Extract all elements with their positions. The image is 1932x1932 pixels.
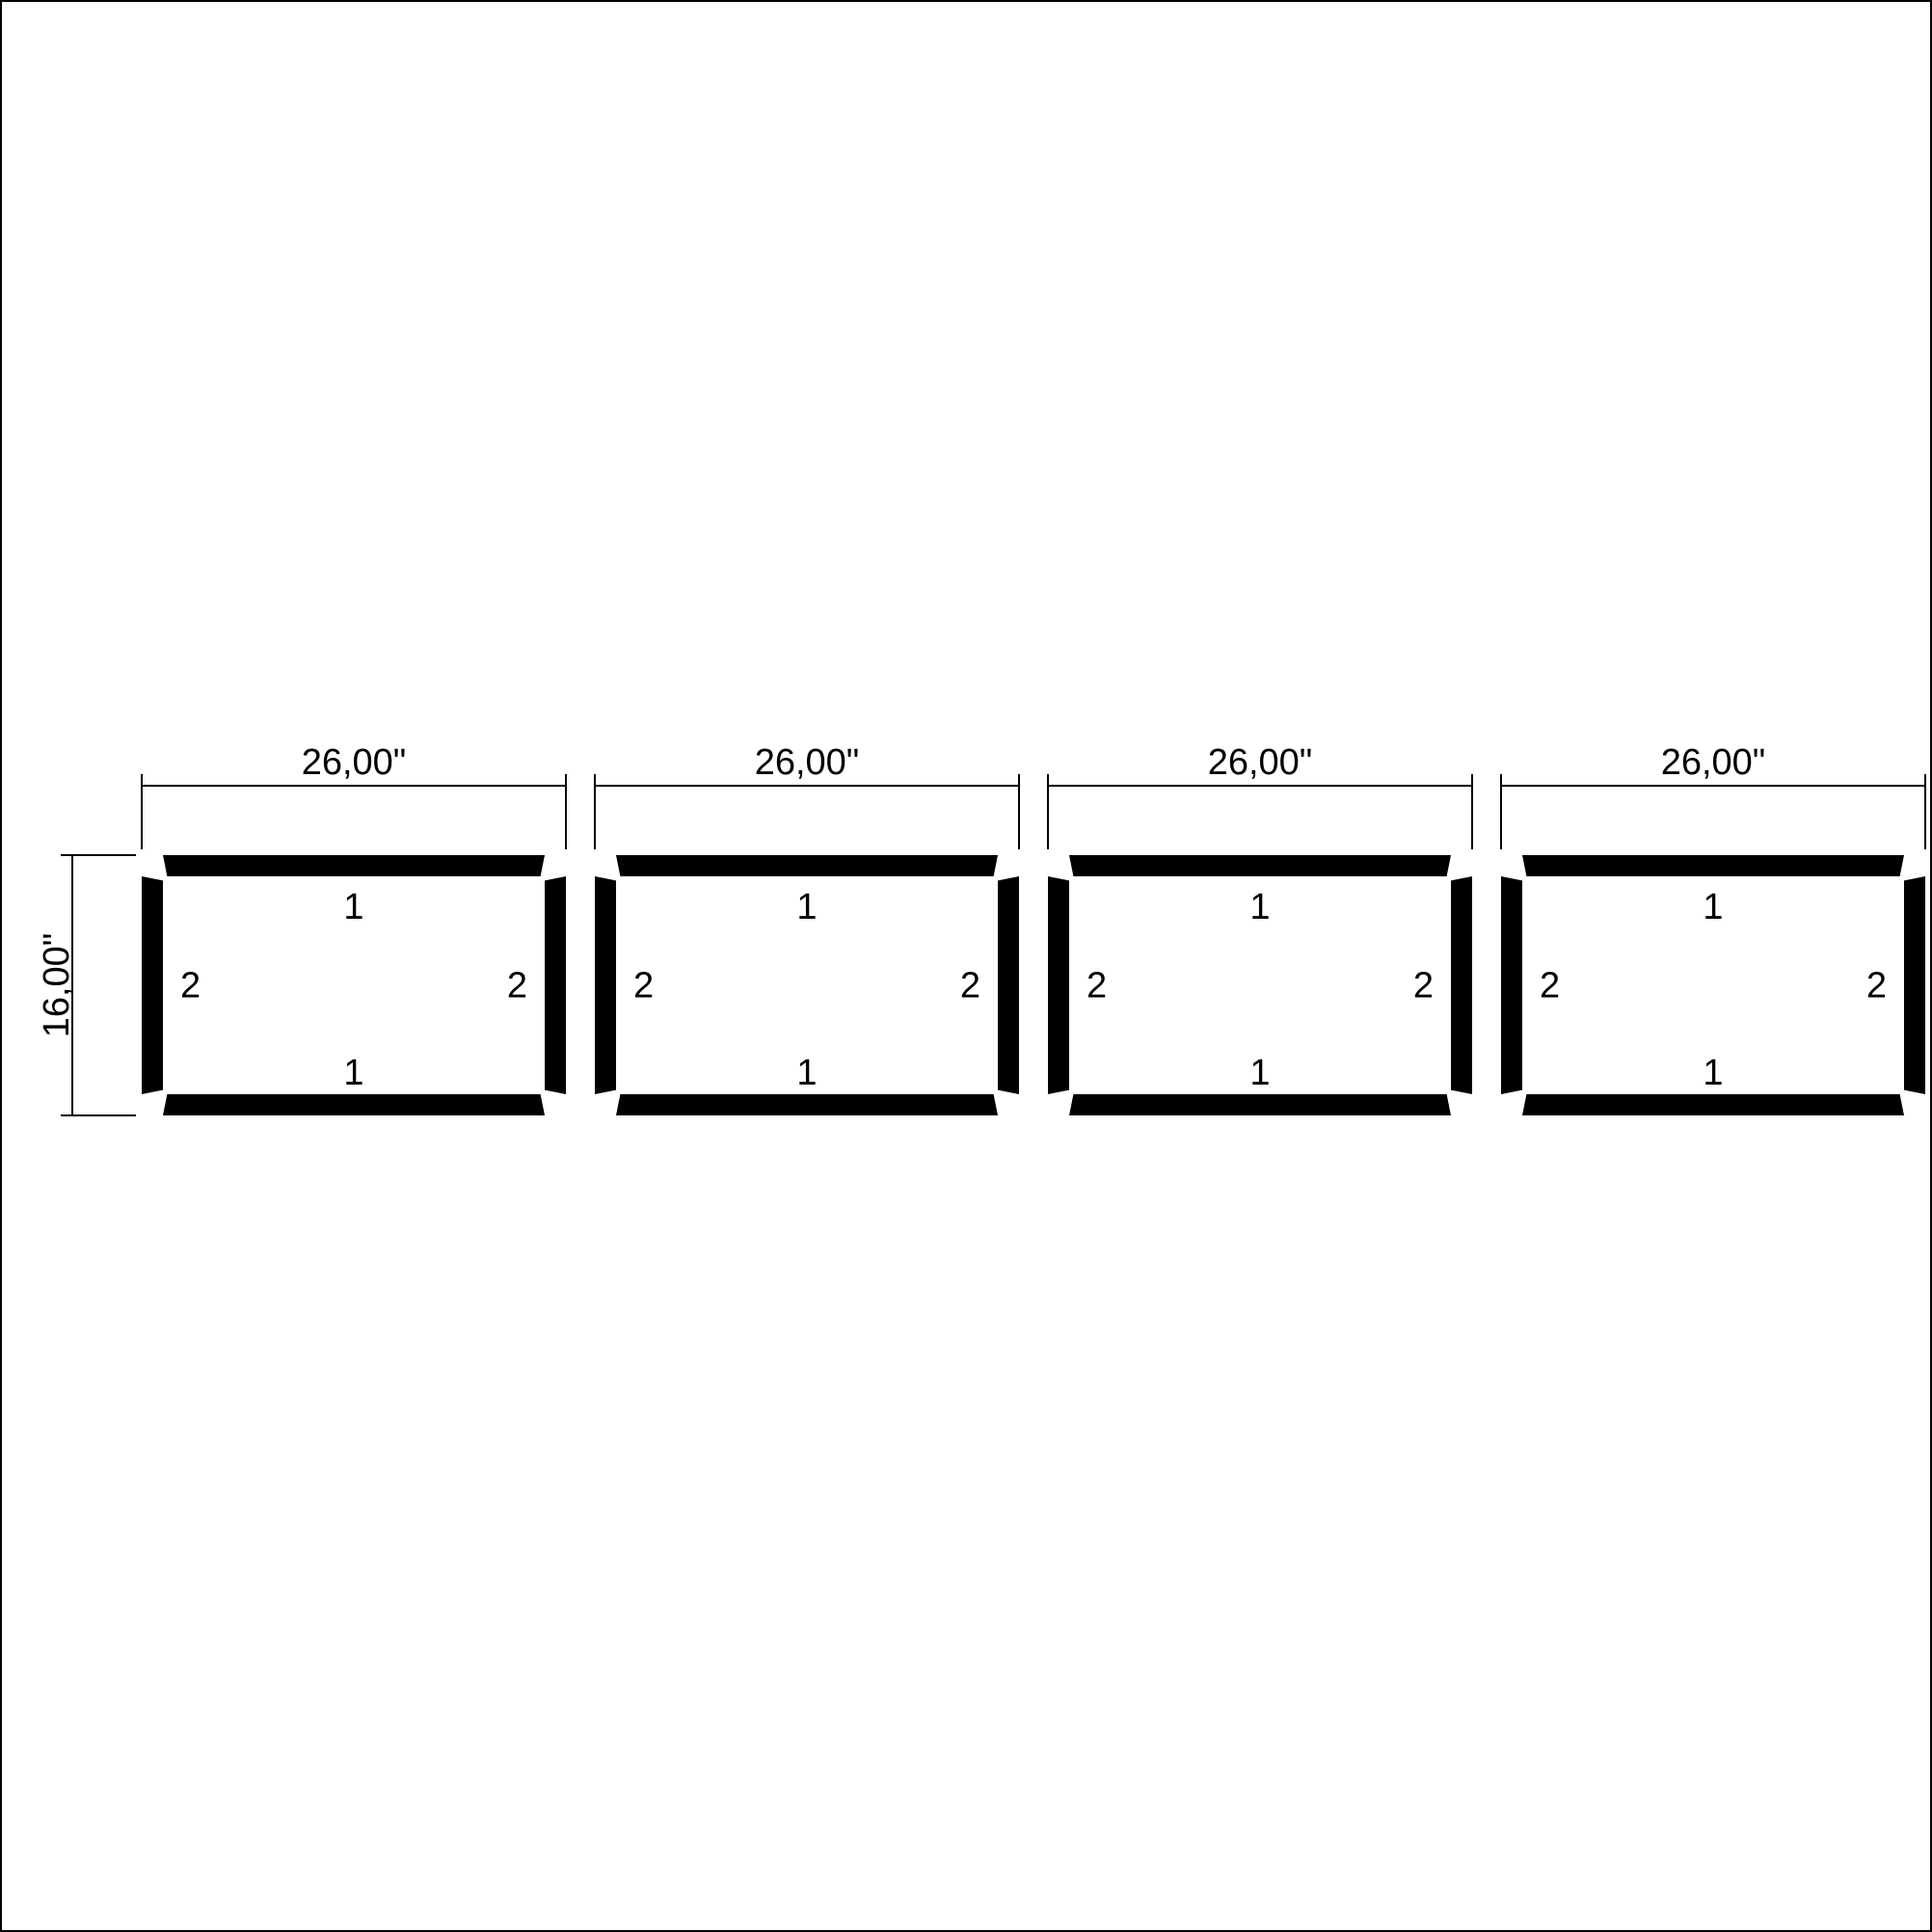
frame-label-right: 2 — [507, 966, 527, 1006]
frame-bar-top — [1522, 855, 1904, 876]
frame-label-top: 1 — [796, 887, 817, 927]
frame-label-bottom: 1 — [1703, 1053, 1723, 1093]
frame-bar-bottom — [1069, 1094, 1451, 1115]
frame-label-bottom: 1 — [1249, 1053, 1270, 1093]
frame-label-top: 1 — [1703, 887, 1723, 927]
dim-height-label: 16,00" — [37, 933, 77, 1038]
frame-bar-right — [1451, 876, 1472, 1094]
frame-bar-bottom — [616, 1094, 998, 1115]
frame-label-bottom: 1 — [796, 1053, 817, 1093]
dim-width-label: 26,00" — [755, 742, 860, 783]
dim-width-label: 26,00" — [1208, 742, 1313, 783]
drawing-canvas: 16,00" 26,00" 1 1 2 2 26,00" 1 1 2 2 26,00" 1 1 2 2 26,0… — [0, 0, 1932, 1932]
frame-label-right: 2 — [1866, 966, 1887, 1006]
frame-bar-bottom — [1522, 1094, 1904, 1115]
frame-label-left: 2 — [180, 966, 201, 1006]
frame-label-left: 2 — [1540, 966, 1560, 1006]
dim-width-label: 26,00" — [302, 742, 407, 783]
frame-bar-top — [616, 855, 998, 876]
frame-label-top: 1 — [1249, 887, 1270, 927]
frame-bar-right — [545, 876, 566, 1094]
diagram-svg: 16,00" 26,00" 1 1 2 2 26,00" 1 1 2 2 26,00" 1 1 2 2 26,0… — [2, 2, 1930, 1930]
frame-label-right: 2 — [1413, 966, 1434, 1006]
frame-label-right: 2 — [960, 966, 980, 1006]
frame-label-left: 2 — [633, 966, 654, 1006]
frame-bar-left — [1048, 876, 1069, 1094]
frame-bar-left — [1501, 876, 1522, 1094]
dim-width-label: 26,00" — [1661, 742, 1766, 783]
frame-label-top: 1 — [343, 887, 363, 927]
frame-bar-right — [998, 876, 1019, 1094]
frame-bar-left — [142, 876, 163, 1094]
frame-bar-right — [1904, 876, 1925, 1094]
frame-bar-left — [595, 876, 616, 1094]
frame-bar-top — [163, 855, 545, 876]
frame-bar-top — [1069, 855, 1451, 876]
frame-bar-bottom — [163, 1094, 545, 1115]
frame-label-bottom: 1 — [343, 1053, 363, 1093]
frame-label-left: 2 — [1087, 966, 1107, 1006]
